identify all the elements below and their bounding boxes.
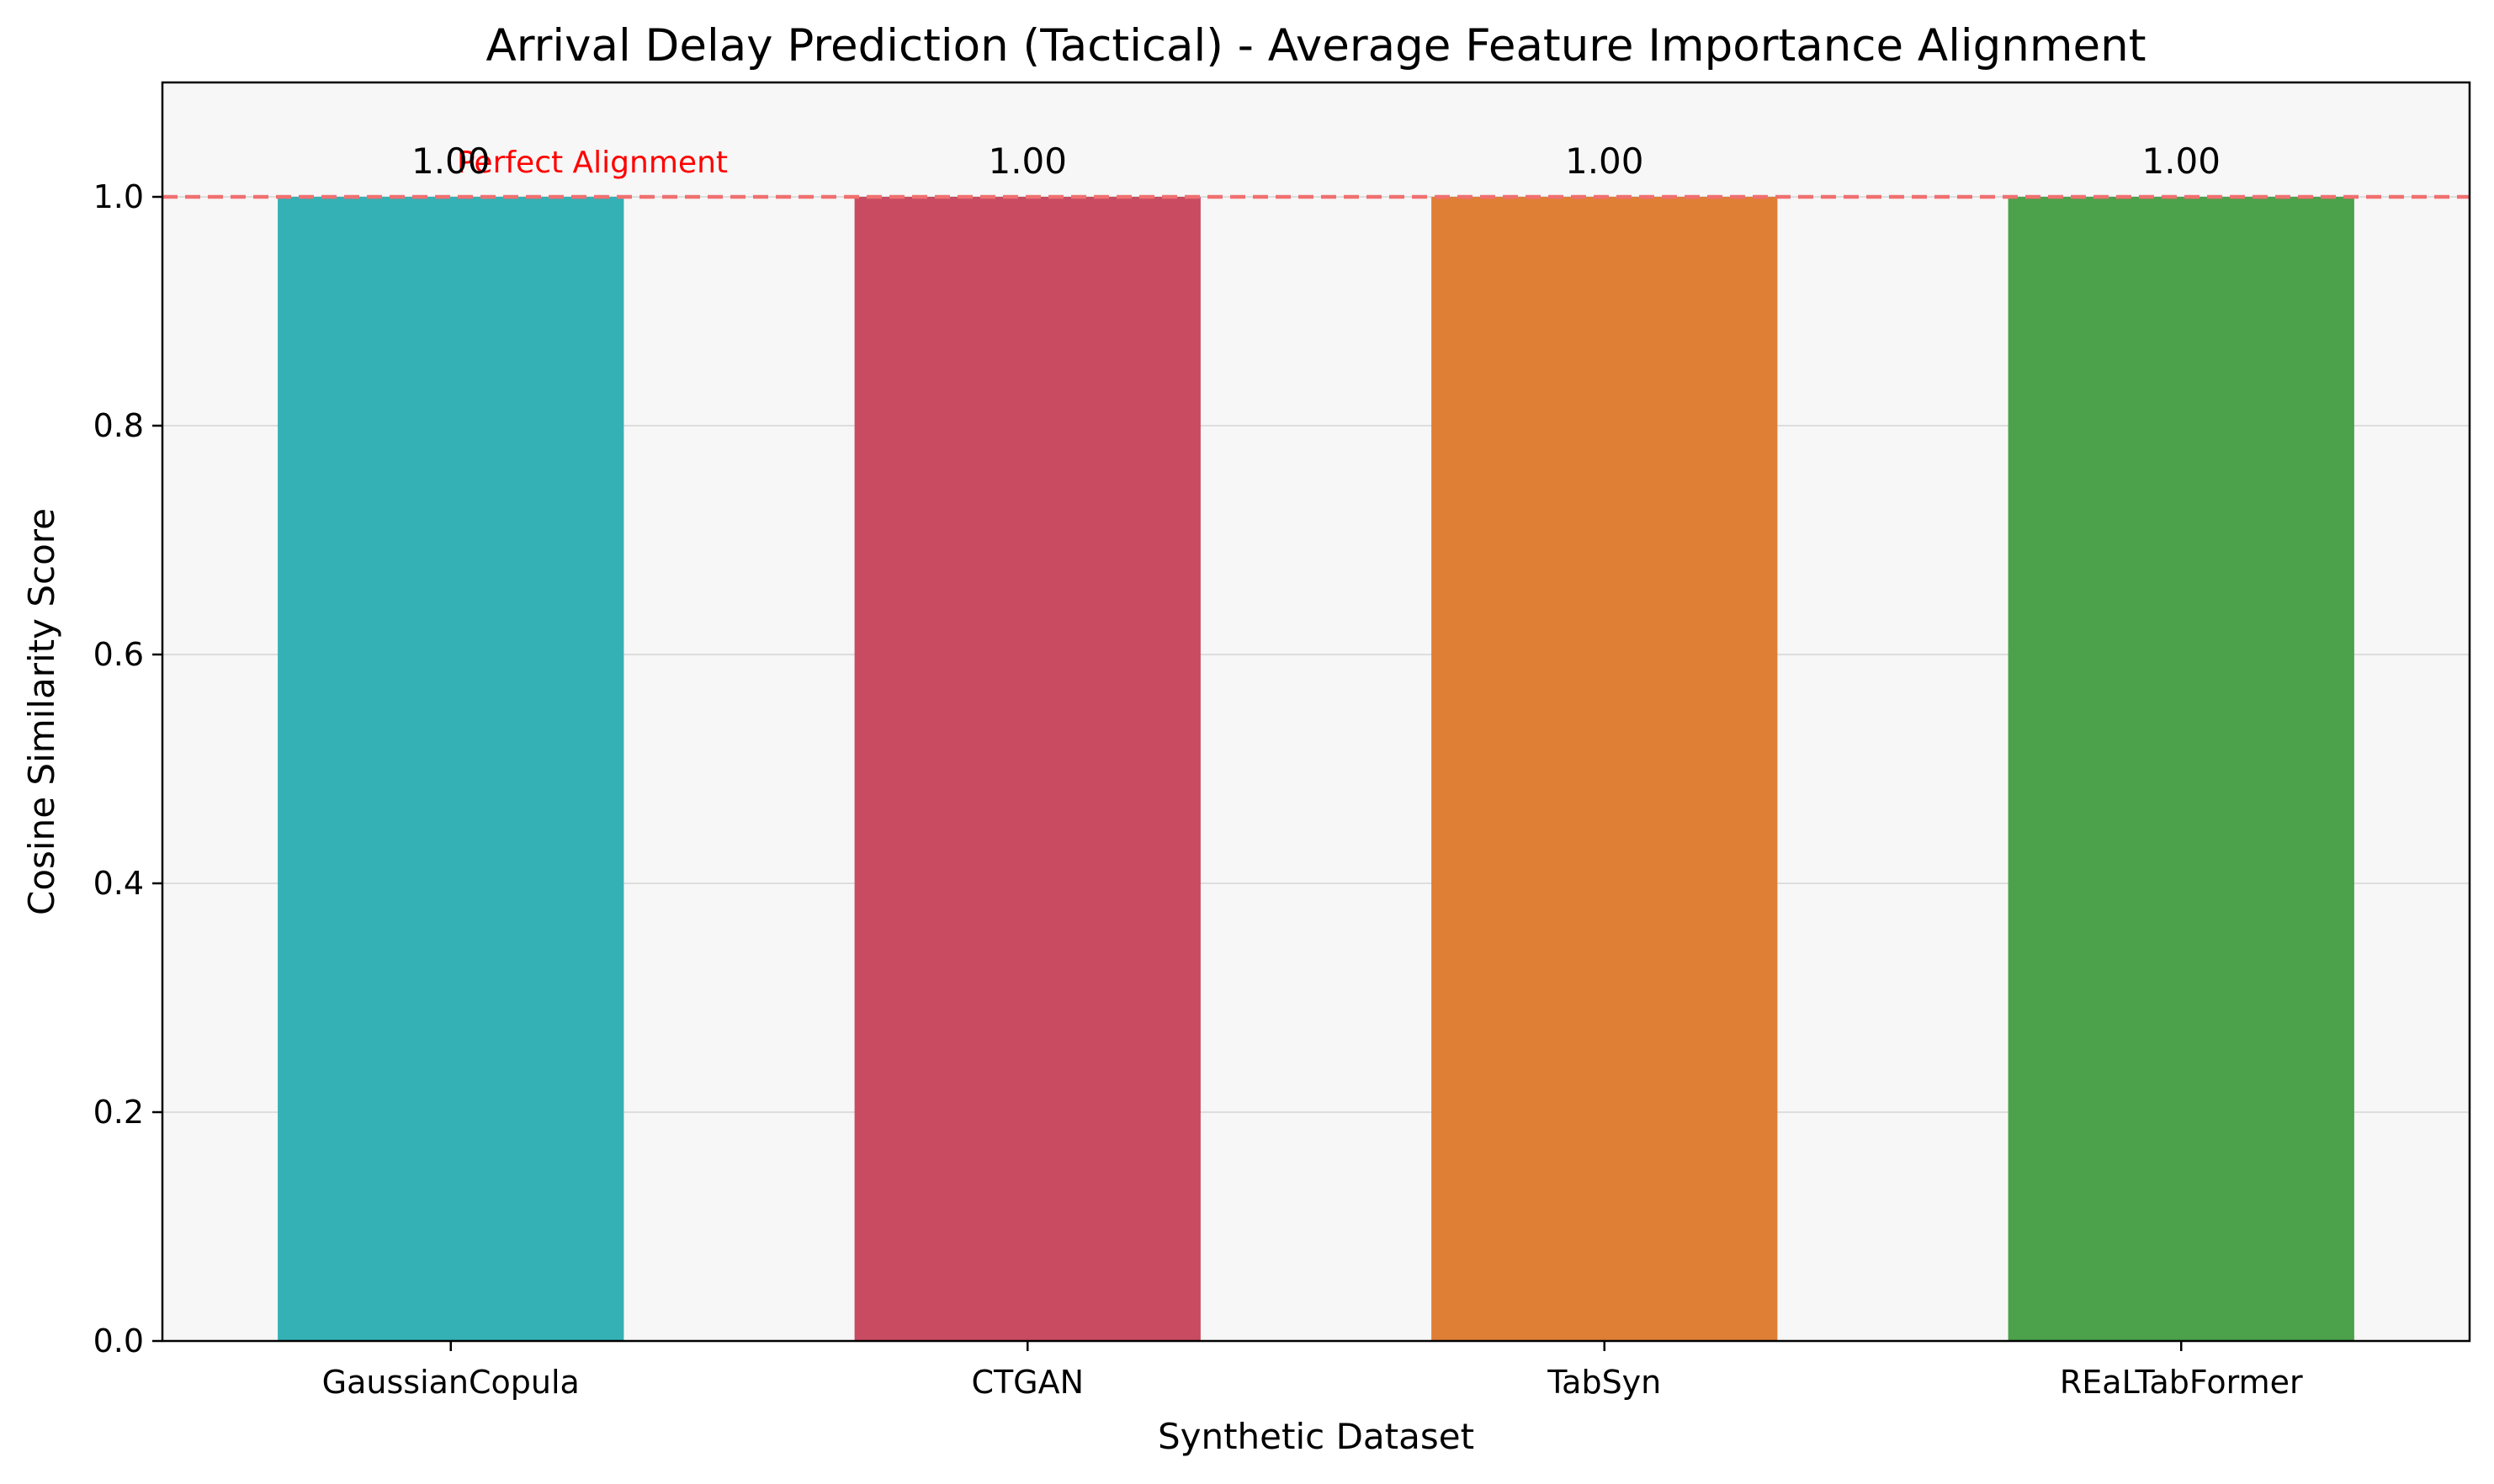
axes-frame bbox=[161, 81, 2471, 1343]
x-tick-label: REaLTabFormer bbox=[2060, 1364, 2303, 1401]
data-label: 1.00 bbox=[988, 140, 1067, 182]
chart-title: Arrival Delay Prediction (Tactical) - Av… bbox=[486, 20, 2146, 72]
axes: 0.0 0.2 0.4 0.6 0.8 1.0 GaussianCopula CTGAN Tab… bbox=[93, 81, 2471, 1401]
bar-realtabformer bbox=[2008, 197, 2354, 1341]
bar-gaussiancopula bbox=[278, 197, 624, 1341]
y-tick-label: 0.6 bbox=[93, 636, 144, 673]
bars bbox=[278, 197, 2354, 1341]
bar-tabsyn bbox=[1431, 197, 1778, 1341]
reference-line-group: Perfect Alignment bbox=[162, 146, 2470, 199]
x-tick-label: TabSyn bbox=[1547, 1364, 1661, 1401]
y-tick-label: 0.0 bbox=[93, 1322, 144, 1359]
x-tick-label: CTGAN bbox=[971, 1364, 1084, 1401]
reference-line-label: Perfect Alignment bbox=[457, 146, 728, 180]
bar-ctgan bbox=[854, 197, 1201, 1341]
y-tick-label: 0.8 bbox=[93, 407, 144, 444]
data-label: 1.00 bbox=[1565, 140, 1644, 182]
y-tick-label: 0.4 bbox=[93, 865, 144, 902]
data-label: 1.00 bbox=[411, 140, 491, 182]
data-labels: 1.00 1.00 1.00 1.00 bbox=[411, 140, 2221, 182]
x-tick-label: GaussianCopula bbox=[322, 1364, 580, 1401]
y-tick-label: 0.2 bbox=[93, 1094, 144, 1131]
y-axis-label: Cosine Similarity Score bbox=[21, 508, 62, 915]
y-tick-label: 1.0 bbox=[93, 178, 144, 215]
x-axis-label: Synthetic Dataset bbox=[1158, 1416, 1474, 1457]
data-label: 1.00 bbox=[2141, 140, 2221, 182]
